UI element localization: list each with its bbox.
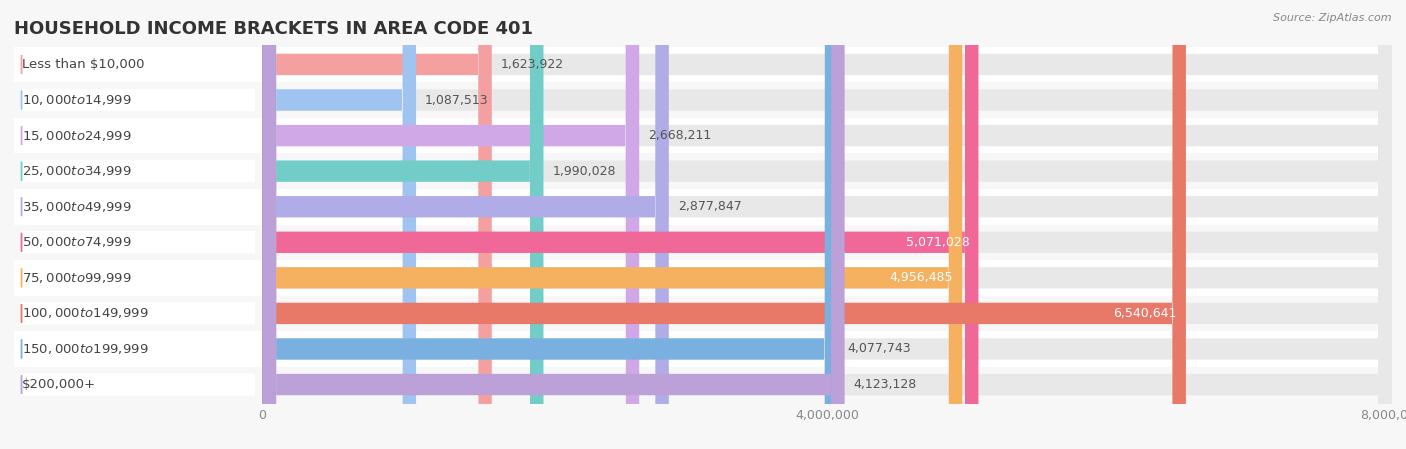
FancyBboxPatch shape	[263, 0, 962, 449]
FancyBboxPatch shape	[263, 0, 416, 449]
FancyBboxPatch shape	[21, 53, 254, 76]
FancyBboxPatch shape	[14, 224, 1392, 260]
FancyBboxPatch shape	[14, 47, 1392, 82]
FancyBboxPatch shape	[21, 373, 254, 396]
FancyBboxPatch shape	[14, 260, 1392, 295]
FancyBboxPatch shape	[21, 195, 254, 218]
FancyBboxPatch shape	[14, 189, 1392, 224]
Text: 2,668,211: 2,668,211	[648, 129, 711, 142]
FancyBboxPatch shape	[263, 0, 1392, 449]
FancyBboxPatch shape	[21, 231, 254, 254]
Text: Less than $10,000: Less than $10,000	[21, 58, 143, 71]
Text: 4,956,485: 4,956,485	[890, 271, 953, 284]
FancyBboxPatch shape	[263, 0, 1392, 449]
Text: $10,000 to $14,999: $10,000 to $14,999	[21, 93, 131, 107]
FancyBboxPatch shape	[263, 0, 640, 449]
FancyBboxPatch shape	[263, 0, 979, 449]
FancyBboxPatch shape	[14, 295, 1392, 331]
Text: 2,877,847: 2,877,847	[678, 200, 741, 213]
FancyBboxPatch shape	[21, 302, 254, 325]
FancyBboxPatch shape	[14, 367, 1392, 402]
FancyBboxPatch shape	[263, 0, 1392, 449]
FancyBboxPatch shape	[263, 0, 1392, 449]
Text: $75,000 to $99,999: $75,000 to $99,999	[21, 271, 131, 285]
FancyBboxPatch shape	[21, 160, 254, 182]
FancyBboxPatch shape	[263, 0, 838, 449]
FancyBboxPatch shape	[14, 118, 1392, 154]
Text: 1,623,922: 1,623,922	[501, 58, 564, 71]
FancyBboxPatch shape	[14, 331, 1392, 367]
Text: HOUSEHOLD INCOME BRACKETS IN AREA CODE 401: HOUSEHOLD INCOME BRACKETS IN AREA CODE 4…	[14, 20, 533, 38]
FancyBboxPatch shape	[263, 0, 1392, 449]
Text: $100,000 to $149,999: $100,000 to $149,999	[21, 306, 148, 321]
FancyBboxPatch shape	[21, 89, 254, 111]
FancyBboxPatch shape	[263, 0, 845, 449]
Text: $25,000 to $34,999: $25,000 to $34,999	[21, 164, 131, 178]
FancyBboxPatch shape	[21, 124, 254, 147]
FancyBboxPatch shape	[21, 338, 254, 360]
Text: 4,077,743: 4,077,743	[848, 343, 911, 356]
Text: 6,540,641: 6,540,641	[1114, 307, 1177, 320]
Text: $150,000 to $199,999: $150,000 to $199,999	[21, 342, 148, 356]
Text: $35,000 to $49,999: $35,000 to $49,999	[21, 200, 131, 214]
Text: 1,087,513: 1,087,513	[425, 93, 489, 106]
FancyBboxPatch shape	[14, 82, 1392, 118]
FancyBboxPatch shape	[263, 0, 1392, 449]
FancyBboxPatch shape	[263, 0, 1392, 449]
Text: 5,071,028: 5,071,028	[905, 236, 969, 249]
FancyBboxPatch shape	[263, 0, 544, 449]
Text: $50,000 to $74,999: $50,000 to $74,999	[21, 235, 131, 249]
FancyBboxPatch shape	[21, 267, 254, 289]
Text: 1,990,028: 1,990,028	[553, 165, 616, 178]
Text: $200,000+: $200,000+	[21, 378, 96, 391]
Text: 4,123,128: 4,123,128	[853, 378, 917, 391]
FancyBboxPatch shape	[263, 0, 1392, 449]
FancyBboxPatch shape	[263, 0, 1392, 449]
Text: Source: ZipAtlas.com: Source: ZipAtlas.com	[1274, 13, 1392, 23]
FancyBboxPatch shape	[263, 0, 1392, 449]
FancyBboxPatch shape	[14, 154, 1392, 189]
FancyBboxPatch shape	[263, 0, 1185, 449]
Text: $15,000 to $24,999: $15,000 to $24,999	[21, 128, 131, 143]
FancyBboxPatch shape	[263, 0, 492, 449]
FancyBboxPatch shape	[263, 0, 669, 449]
